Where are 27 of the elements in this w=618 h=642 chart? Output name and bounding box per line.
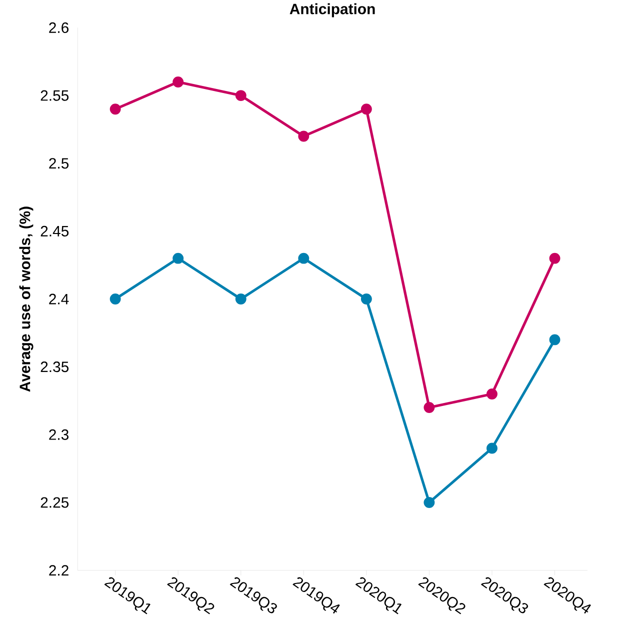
y-tick-label: 2.35 bbox=[40, 362, 68, 372]
point bbox=[298, 130, 310, 142]
y-tick-label: 2.55 bbox=[40, 90, 68, 101]
point bbox=[110, 104, 121, 115]
point bbox=[172, 76, 184, 88]
y-tick-label: 2.5 bbox=[49, 158, 68, 169]
y-tick-label: 2.3 bbox=[49, 429, 68, 440]
y-tick-label: 2.45 bbox=[40, 226, 68, 236]
point bbox=[486, 388, 498, 400]
point bbox=[110, 294, 121, 304]
point bbox=[549, 334, 560, 346]
point bbox=[486, 442, 498, 454]
chart-title: Anticipation bbox=[290, 3, 375, 18]
y-tick-label: 2.25 bbox=[40, 497, 68, 508]
point bbox=[172, 252, 184, 264]
point bbox=[360, 104, 372, 115]
y-tick-label: 2.4 bbox=[49, 294, 69, 304]
y-tick-label: 2.6 bbox=[49, 22, 68, 33]
point bbox=[549, 252, 560, 264]
point bbox=[360, 294, 372, 304]
point bbox=[424, 402, 435, 414]
point bbox=[235, 90, 246, 102]
y-axis-title: Average use of words, (%) bbox=[19, 206, 34, 392]
point bbox=[235, 294, 246, 304]
point bbox=[424, 497, 435, 508]
point bbox=[298, 252, 310, 264]
y-tick-label: 2.2 bbox=[49, 565, 68, 576]
